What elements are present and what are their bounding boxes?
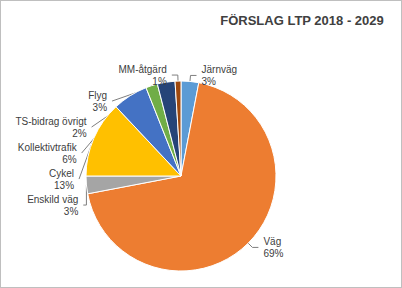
- svg-text:1%: 1%: [152, 76, 167, 87]
- svg-text:3%: 3%: [202, 76, 217, 87]
- svg-text:Väg: Väg: [263, 236, 281, 247]
- svg-text:Kollektivtrafik: Kollektivtrafik: [18, 142, 78, 153]
- svg-text:FÖRSLAG LTP 2018 - 2029: FÖRSLAG LTP 2018 - 2029: [220, 13, 384, 28]
- svg-text:Järnväg: Järnväg: [202, 64, 238, 75]
- svg-text:Cykel: Cykel: [49, 168, 74, 179]
- svg-text:69%: 69%: [263, 248, 283, 259]
- svg-text:MM-åtgärd: MM-åtgärd: [118, 64, 166, 75]
- svg-text:13%: 13%: [54, 180, 74, 191]
- svg-text:3%: 3%: [93, 102, 108, 113]
- svg-text:6%: 6%: [62, 154, 77, 165]
- svg-text:2%: 2%: [72, 128, 87, 139]
- svg-text:3%: 3%: [64, 206, 79, 217]
- svg-text:TS-bidrag övrigt: TS-bidrag övrigt: [15, 116, 86, 127]
- svg-text:Flyg: Flyg: [88, 90, 107, 101]
- svg-text:Enskild väg: Enskild väg: [27, 194, 78, 205]
